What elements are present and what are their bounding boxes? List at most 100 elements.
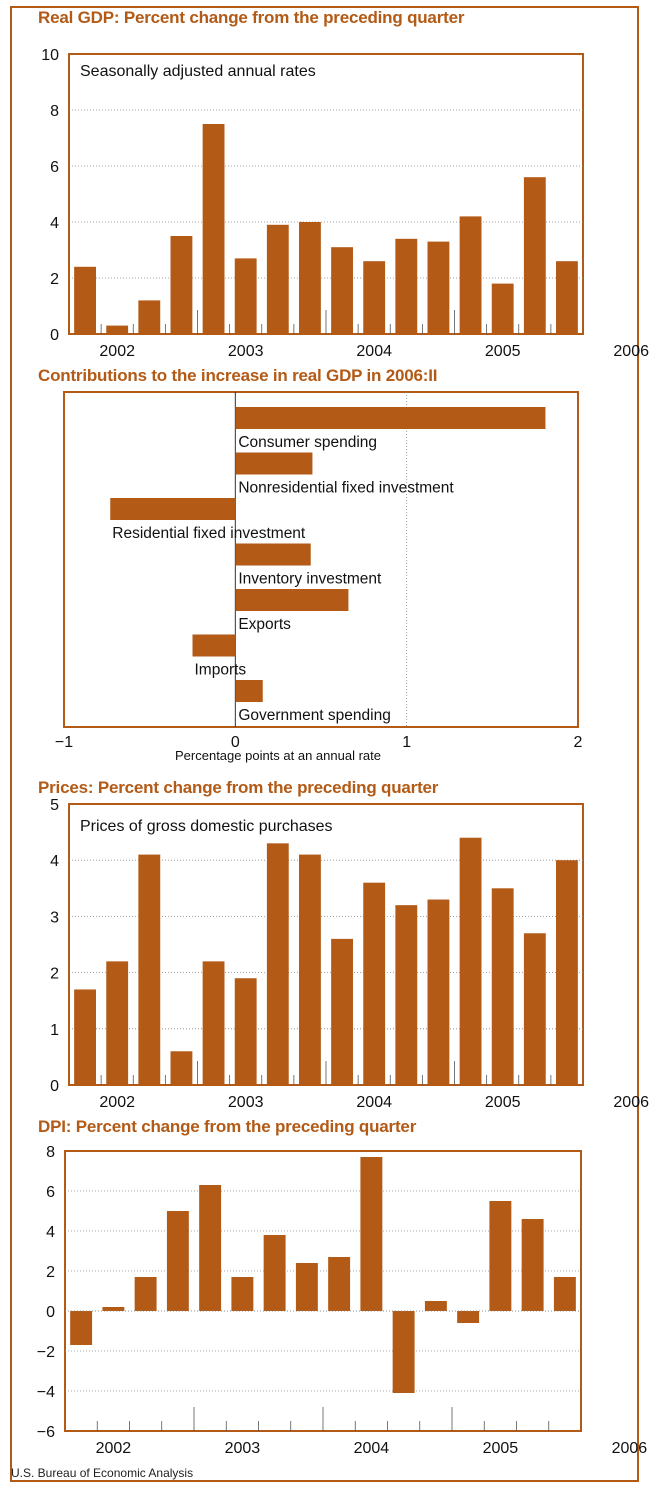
x-tick-label: 0 [231, 734, 240, 751]
x-tick-label: 2 [574, 734, 583, 751]
bar [170, 236, 193, 334]
x-tick-label: −1 [55, 734, 73, 751]
y-tick-label: 5 [50, 797, 59, 814]
bar [138, 854, 161, 1085]
year-label: 2006 [612, 1440, 648, 1457]
bar [521, 1219, 544, 1311]
outer-frame [10, 6, 639, 1482]
bar [235, 452, 313, 475]
bar [489, 1201, 512, 1311]
bar [459, 837, 482, 1085]
bar [134, 1277, 157, 1311]
bar [395, 905, 418, 1085]
dpi-chart-title: DPI: Percent change from the preceding q… [38, 1117, 417, 1136]
bar-label: Nonresidential fixed investment [238, 480, 454, 497]
y-tick-label: 4 [46, 1224, 55, 1241]
bar [235, 543, 311, 566]
y-tick-label: −4 [37, 1384, 55, 1401]
bar [231, 1277, 254, 1311]
y-tick-label: 3 [50, 909, 59, 926]
bar [234, 978, 257, 1085]
bar-label: Government spending [238, 707, 391, 724]
bar-label: Imports [195, 662, 247, 679]
bar [106, 961, 129, 1085]
year-label: 2005 [483, 1440, 519, 1457]
x-tick-label: 1 [402, 734, 411, 751]
contributions-x-axis-title: Percentage points at an annual rate [175, 748, 381, 763]
bar [360, 1157, 383, 1311]
y-tick-label: −6 [37, 1424, 55, 1441]
bar [556, 261, 578, 334]
bar [74, 989, 96, 1085]
year-label: 2003 [228, 1094, 264, 1111]
y-tick-label: 10 [41, 47, 59, 64]
bar [392, 1311, 415, 1393]
year-label: 2002 [99, 1094, 135, 1111]
bar [266, 224, 289, 334]
bar [235, 589, 349, 611]
y-tick-label: 2 [46, 1264, 55, 1281]
bar [523, 177, 546, 334]
year-label: 2006 [613, 343, 649, 360]
bar [110, 498, 236, 520]
y-tick-label: 0 [50, 327, 59, 344]
bar [459, 216, 482, 334]
contributions-chart-title: Contributions to the increase in real GD… [38, 366, 438, 385]
y-tick-label: 4 [50, 215, 59, 232]
y-tick-label: 0 [50, 1078, 59, 1095]
bar [424, 1301, 447, 1311]
bar [170, 1051, 193, 1085]
source-note: U.S. Bureau of Economic Analysis [11, 1466, 194, 1480]
dpi-chart: −6 −4 −2 0 2 4 6 8 2002 2003 2004 2005 2006 [37, 1144, 648, 1457]
year-label: 2005 [485, 1094, 521, 1111]
year-label: 2004 [354, 1440, 390, 1457]
y-tick-label: 2 [50, 271, 59, 288]
bar-label: Residential fixed investment [112, 525, 306, 542]
bar [427, 241, 450, 334]
bar [138, 300, 161, 334]
year-label: 2003 [225, 1440, 261, 1457]
bar-label: Inventory investment [238, 571, 382, 588]
bar [491, 283, 514, 334]
contributions-chart: −1 0 1 2 Consumer spending Nonresidential fix… [55, 392, 583, 751]
y-tick-label: −2 [37, 1344, 55, 1361]
bar-label: Consumer spending [238, 434, 377, 451]
bar [328, 1257, 351, 1311]
bar [70, 1311, 93, 1345]
bar [553, 1277, 576, 1311]
year-label: 2002 [96, 1440, 132, 1457]
bar [199, 1185, 222, 1311]
y-tick-label: 1 [50, 1022, 59, 1039]
bar [556, 860, 578, 1085]
bar [263, 1235, 286, 1311]
bar [202, 124, 225, 334]
gdp-chart-subtitle: Seasonally adjusted annual rates [80, 63, 316, 80]
year-label: 2004 [356, 343, 392, 360]
bar [363, 261, 386, 334]
y-tick-label: 2 [50, 966, 59, 983]
bar [395, 238, 418, 334]
y-tick-label: 8 [46, 1144, 55, 1161]
bar-label: Exports [238, 616, 291, 633]
prices-chart: 0 1 2 3 4 5 2002 2003 2004 2005 2006 [50, 797, 649, 1111]
year-label: 2004 [356, 1094, 392, 1111]
bar [74, 266, 96, 334]
gdp-chart-title: Real GDP: Percent change from the preced… [38, 8, 465, 27]
y-tick-label: 8 [50, 103, 59, 120]
y-tick-label: 6 [50, 159, 59, 176]
bar [234, 258, 257, 334]
bar [166, 1211, 189, 1311]
prices-chart-title: Prices: Percent change from the precedin… [38, 778, 439, 797]
contributions-plot-area [63, 391, 579, 728]
bar [427, 899, 450, 1085]
gdp-chart: 0 2 4 6 8 10 2002 2003 2004 2005 2006 [41, 47, 649, 360]
year-label: 2005 [485, 343, 521, 360]
year-label: 2003 [228, 343, 264, 360]
year-label: 2002 [99, 343, 135, 360]
y-tick-label: 0 [46, 1304, 55, 1321]
bar [299, 854, 321, 1085]
bar [299, 222, 321, 334]
bar [331, 247, 353, 334]
bar [106, 325, 129, 334]
bar [202, 961, 225, 1085]
